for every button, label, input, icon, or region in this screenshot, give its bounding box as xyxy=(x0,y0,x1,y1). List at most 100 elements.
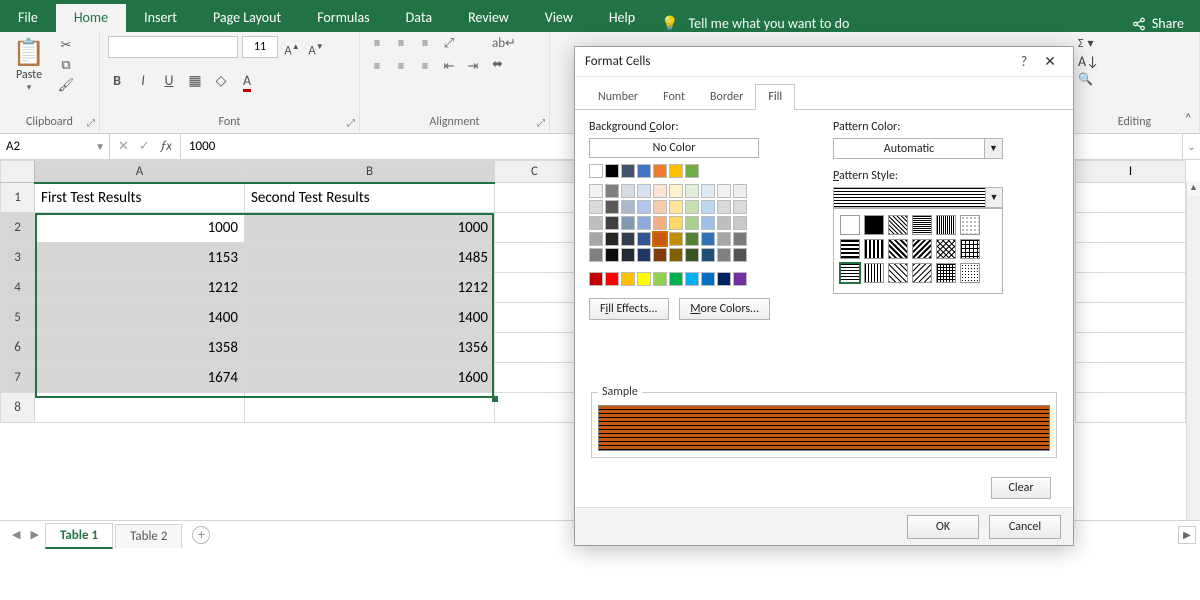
align-center-button[interactable]: ≡ xyxy=(392,59,410,74)
format-painter-button[interactable]: 🖌 xyxy=(56,78,76,94)
color-swatch[interactable] xyxy=(621,272,635,286)
cell[interactable]: Second Test Results xyxy=(245,183,495,213)
cell[interactable]: 1212 xyxy=(245,273,495,303)
cell[interactable] xyxy=(495,213,575,243)
tab-view[interactable]: View xyxy=(527,4,591,32)
color-swatch[interactable] xyxy=(701,200,715,214)
row-header[interactable]: 3 xyxy=(1,243,35,273)
tab-formulas[interactable]: Formulas xyxy=(299,4,387,32)
cell[interactable]: 1358 xyxy=(35,333,245,363)
decrease-indent-button[interactable]: ⇤ xyxy=(440,59,458,74)
color-swatch[interactable] xyxy=(589,248,603,262)
sheet-tab-1[interactable]: Table 1 xyxy=(45,523,113,549)
color-swatch[interactable] xyxy=(605,184,619,198)
cell[interactable]: 1674 xyxy=(35,363,245,393)
tab-help[interactable]: Help xyxy=(591,4,653,32)
color-swatch[interactable] xyxy=(621,184,635,198)
dialog-tab-font[interactable]: Font xyxy=(650,84,698,110)
cell[interactable] xyxy=(1076,393,1186,423)
tab-data[interactable]: Data xyxy=(388,4,450,32)
color-swatch[interactable] xyxy=(701,272,715,286)
cell[interactable] xyxy=(495,303,575,333)
dialog-tab-fill[interactable]: Fill xyxy=(755,84,795,110)
color-swatch[interactable] xyxy=(653,200,667,214)
more-colors-button[interactable]: More Colors... xyxy=(679,298,770,320)
pattern-swatch[interactable] xyxy=(960,263,980,283)
color-swatch[interactable] xyxy=(717,248,731,262)
cell[interactable] xyxy=(1076,243,1186,273)
copy-button[interactable]: ⧉ xyxy=(56,58,76,74)
cancel-button[interactable]: Cancel xyxy=(989,515,1061,539)
color-swatch[interactable] xyxy=(733,216,747,230)
insert-function-button[interactable]: ƒx xyxy=(160,139,172,154)
color-swatch[interactable] xyxy=(733,272,747,286)
color-swatch[interactable] xyxy=(605,248,619,262)
italic-button[interactable]: I xyxy=(134,72,152,89)
color-swatch[interactable] xyxy=(589,216,603,230)
color-swatch[interactable] xyxy=(685,272,699,286)
alignment-launcher[interactable]: ⤢ xyxy=(537,116,545,129)
color-swatch[interactable] xyxy=(685,200,699,214)
color-swatch[interactable] xyxy=(669,184,683,198)
tab-insert[interactable]: Insert xyxy=(126,4,195,32)
cell[interactable] xyxy=(495,393,575,423)
tab-file[interactable]: File xyxy=(0,4,56,32)
color-swatch[interactable] xyxy=(637,184,651,198)
fill-color-button[interactable]: ◇ xyxy=(212,72,230,89)
sheet-nav-next[interactable]: ▶ xyxy=(26,528,42,541)
cell[interactable]: 1400 xyxy=(35,303,245,333)
tab-page-layout[interactable]: Page Layout xyxy=(195,4,299,32)
pattern-swatch[interactable] xyxy=(864,239,884,259)
color-swatch[interactable] xyxy=(605,200,619,214)
cell[interactable]: 1485 xyxy=(245,243,495,273)
font-name-combo[interactable] xyxy=(108,36,238,58)
color-swatch[interactable] xyxy=(685,216,699,230)
color-swatch[interactable] xyxy=(637,164,651,178)
color-swatch[interactable] xyxy=(637,272,651,286)
color-swatch[interactable] xyxy=(685,248,699,262)
row-header[interactable]: 2 xyxy=(1,213,35,243)
select-all-corner[interactable] xyxy=(1,161,35,183)
color-swatch[interactable] xyxy=(589,164,603,178)
align-right-button[interactable]: ≡ xyxy=(416,59,434,74)
pattern-swatch[interactable] xyxy=(936,215,956,235)
wrap-text-button[interactable]: ab↵ xyxy=(492,36,516,51)
pattern-swatch[interactable] xyxy=(840,263,860,283)
increase-font-button[interactable]: A▲ xyxy=(282,37,302,57)
pattern-style-combo[interactable]: ▼ xyxy=(833,187,1003,208)
cell[interactable]: 1400 xyxy=(245,303,495,333)
worksheet-grid-right[interactable]: I xyxy=(1075,160,1186,423)
color-swatch[interactable] xyxy=(653,216,667,230)
cell[interactable] xyxy=(35,393,245,423)
sheet-tab-2[interactable]: Table 2 xyxy=(115,524,182,548)
color-swatch[interactable] xyxy=(621,216,635,230)
color-swatch[interactable] xyxy=(589,200,603,214)
column-header-a[interactable]: A xyxy=(35,161,245,183)
pattern-swatch[interactable] xyxy=(840,239,860,259)
worksheet-grid[interactable]: A B C 1 First Test Results Second Test R… xyxy=(0,160,575,423)
ok-button[interactable]: OK xyxy=(907,515,979,539)
color-swatch[interactable] xyxy=(653,272,667,286)
color-swatch[interactable] xyxy=(733,184,747,198)
cell[interactable] xyxy=(1076,273,1186,303)
color-swatch[interactable] xyxy=(637,200,651,214)
row-header[interactable]: 7 xyxy=(1,363,35,393)
pattern-swatch[interactable] xyxy=(960,215,980,235)
cell[interactable] xyxy=(1076,183,1186,213)
tab-home[interactable]: Home xyxy=(56,4,126,32)
cell[interactable] xyxy=(495,183,575,213)
row-header[interactable]: 5 xyxy=(1,303,35,333)
pattern-swatch[interactable] xyxy=(888,263,908,283)
pattern-swatch[interactable] xyxy=(912,239,932,259)
color-swatch[interactable] xyxy=(669,232,683,246)
color-swatch[interactable] xyxy=(717,184,731,198)
color-swatch[interactable] xyxy=(605,272,619,286)
color-swatch[interactable] xyxy=(653,164,667,178)
cell[interactable]: 1000 xyxy=(245,213,495,243)
pattern-swatch[interactable] xyxy=(912,215,932,235)
enter-formula-button[interactable]: ✓ xyxy=(139,139,150,154)
color-swatch[interactable] xyxy=(717,272,731,286)
color-swatch[interactable] xyxy=(685,164,699,178)
align-left-button[interactable]: ≡ xyxy=(368,59,386,74)
cell[interactable]: 1000 xyxy=(35,213,245,243)
